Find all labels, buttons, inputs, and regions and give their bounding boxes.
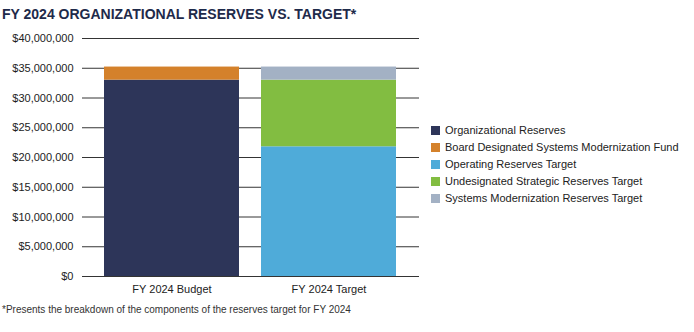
svg-text:$10,000,000: $10,000,000 xyxy=(12,211,73,223)
svg-text:$25,000,000: $25,000,000 xyxy=(12,121,73,133)
html-text:Undesignated Strategic Reserve: Undesignated Strategic Reserves Target xyxy=(445,174,643,187)
svg-text:$35,000,000: $35,000,000 xyxy=(12,62,73,74)
svg-text:$15,000,000: $15,000,000 xyxy=(12,181,73,193)
html-text:FY 2024 ORGANIZATIONAL RESERVE: FY 2024 ORGANIZATIONAL RESERVES VS. TARG… xyxy=(2,6,357,22)
svg-text:FY 2024 Target: FY 2024 Target xyxy=(292,283,367,295)
svg-text:$5,000,000: $5,000,000 xyxy=(18,240,73,252)
html-text:*Presents the breakdown of the: *Presents the breakdown of the component… xyxy=(2,304,351,315)
svg-text:$20,000,000: $20,000,000 xyxy=(12,151,73,163)
html-text:Board Designated Systems Moder: Board Designated Systems Modernization F… xyxy=(445,140,679,153)
svg-text:FY 2024 Budget: FY 2024 Budget xyxy=(132,283,211,295)
html-text:Operating Reserves Target: Operating Reserves Target xyxy=(445,157,577,170)
svg-text:$40,000,000: $40,000,000 xyxy=(12,32,73,44)
html-text:Organizational Reserves: Organizational Reserves xyxy=(445,123,566,136)
svg-text:$0: $0 xyxy=(61,270,73,282)
svg-text:$30,000,000: $30,000,000 xyxy=(12,92,73,104)
html-text:Systems Modernization Reserves: Systems Modernization Reserves Target xyxy=(445,191,643,204)
